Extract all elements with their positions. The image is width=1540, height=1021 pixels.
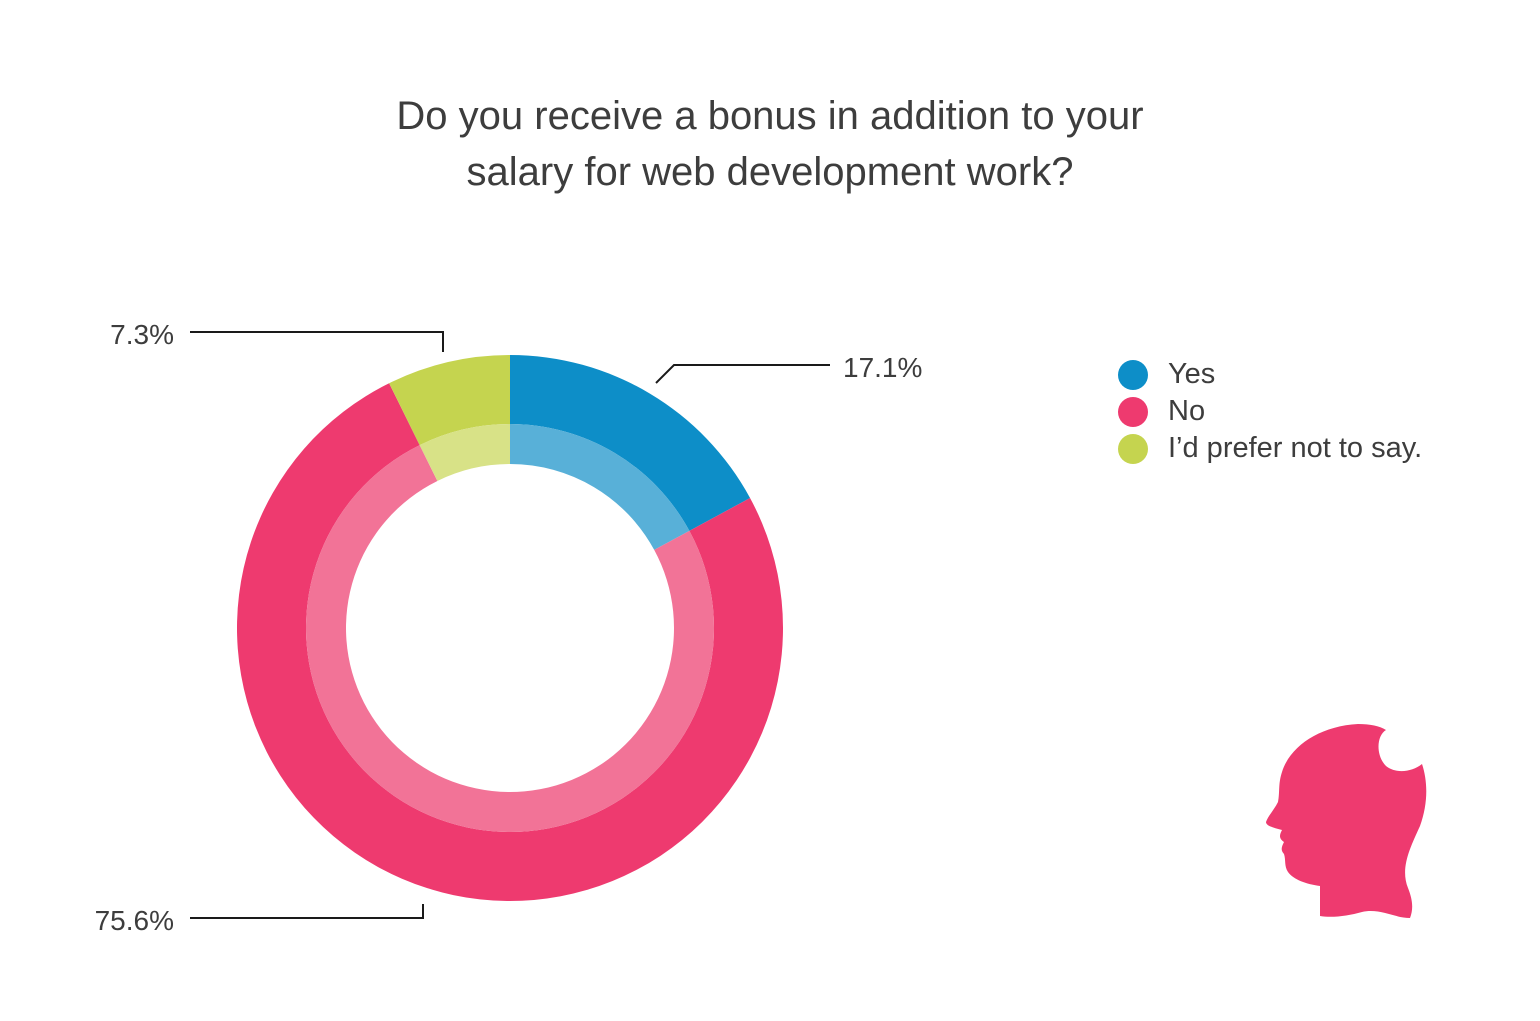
leader-line-prefer-not — [190, 331, 444, 352]
leader-line-yes — [655, 364, 830, 384]
slice-yes-inner — [510, 424, 690, 550]
slice-prefer-not-inner — [419, 424, 510, 481]
legend-item-no: No — [1118, 393, 1422, 430]
head-silhouette-icon — [1266, 724, 1427, 918]
donut-slices — [237, 355, 783, 901]
data-label-yes: 17.1% — [843, 352, 922, 383]
leader-line-no — [190, 904, 424, 919]
legend-label-no: No — [1168, 395, 1206, 427]
chart-title-line-1: Do you receive a bonus in addition to yo… — [396, 94, 1144, 138]
legend-item-prefer-not: I’d prefer not to say. — [1118, 430, 1422, 467]
legend-label-yes: Yes — [1168, 358, 1216, 390]
data-label-no: 75.6% — [95, 905, 174, 936]
legend-item-yes: Yes — [1118, 356, 1422, 393]
slice-prefer-not-outer — [389, 355, 510, 446]
legend-label-prefer-not: I’d prefer not to say. — [1168, 432, 1423, 464]
legend: Yes No I’d prefer not to say. — [1118, 356, 1422, 467]
chart-title: Do you receive a bonus in addition to yo… — [0, 88, 1540, 200]
leader-lines — [190, 331, 830, 919]
slice-yes-outer — [510, 355, 751, 531]
legend-swatch-prefer-not — [1118, 433, 1148, 464]
legend-swatch-no — [1118, 396, 1148, 427]
data-label-prefer-not: 7.3% — [110, 319, 174, 350]
legend-swatch-yes — [1118, 359, 1148, 390]
chart-title-line-2: salary for web development work? — [466, 150, 1074, 194]
